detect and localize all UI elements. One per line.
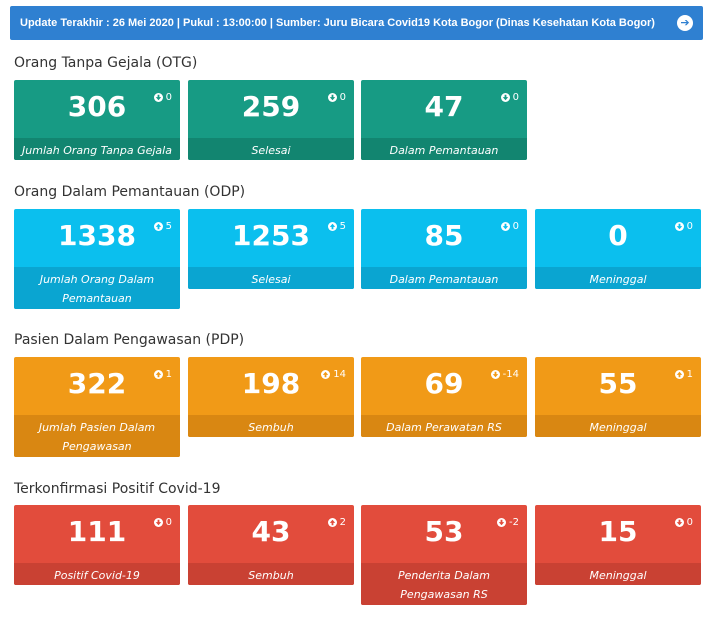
stat-label: Jumlah Orang Dalam Pemantauan (14, 267, 180, 309)
stat-delta-value: -14 (502, 369, 519, 380)
stat-delta-value: 5 (165, 221, 172, 232)
stat-card-otg-2: 259 0 Selesai (188, 80, 354, 160)
stat-card-positif-4: 15 0 Meninggal (535, 505, 701, 585)
stat-delta-value: 2 (339, 517, 346, 528)
stat-value: 322 (67, 367, 127, 400)
stat-delta: 1 (153, 369, 172, 380)
stat-card-pdp-3: 69 -14 Dalam Perawatan RS (361, 357, 527, 437)
stat-label: Positif Covid-19 (14, 563, 180, 585)
stat-delta: 0 (674, 221, 693, 232)
arrow-down-circle-icon (490, 370, 500, 379)
stat-card-pdp-1: 322 1 Jumlah Pasien Dalam Pengawasan (14, 357, 180, 457)
arrow-down-circle-icon (497, 518, 507, 527)
stat-delta-value: 0 (512, 92, 519, 103)
arrow-down-circle-icon (674, 518, 684, 527)
stat-value: 43 (251, 515, 291, 548)
stat-value: 55 (598, 367, 638, 400)
stat-card-positif-3: 53 -2 Penderita Dalam Pengawasan RS (361, 505, 527, 605)
arrow-down-circle-icon (153, 518, 163, 527)
stat-card-otg-3: 47 0 Dalam Pemantauan (361, 80, 527, 160)
stat-delta-value: 0 (339, 92, 346, 103)
stat-card-odp-3: 85 0 Dalam Pemantauan (361, 209, 527, 289)
stat-label: Jumlah Orang Tanpa Gejala (14, 138, 180, 160)
stat-label: Sembuh (188, 563, 354, 585)
stat-card-positif-1: 111 0 Positif Covid-19 (14, 505, 180, 585)
stat-card-pdp-2: 198 14 Sembuh (188, 357, 354, 437)
arrow-up-circle-icon (327, 222, 337, 231)
stat-label: Meninggal (535, 267, 701, 289)
arrow-down-circle-icon (500, 93, 510, 102)
stat-value: 259 (241, 90, 301, 123)
stat-delta: 0 (500, 92, 519, 103)
update-banner-text: Update Terakhir : 26 Mei 2020 | Pukul : … (20, 17, 655, 29)
arrow-up-circle-icon (327, 518, 337, 527)
stat-card-odp-1: 1338 5 Jumlah Orang Dalam Pemantauan (14, 209, 180, 309)
arrow-down-circle-icon (500, 222, 510, 231)
section-title-otg: Orang Tanpa Gejala (OTG) (14, 55, 198, 71)
stat-delta: 0 (153, 92, 172, 103)
stat-label: Selesai (188, 267, 354, 289)
stat-label: Meninggal (535, 563, 701, 585)
arrow-down-circle-icon (674, 222, 684, 231)
stat-value: 111 (67, 515, 127, 548)
stat-delta: -14 (490, 369, 519, 380)
stat-label: Jumlah Pasien Dalam Pengawasan (14, 415, 180, 457)
stat-card-odp-2: 1253 5 Selesai (188, 209, 354, 289)
stat-label: Meninggal (535, 415, 701, 437)
stat-card-positif-2: 43 2 Sembuh (188, 505, 354, 585)
stat-delta-value: 1 (165, 369, 172, 380)
stat-value: 306 (67, 90, 127, 123)
stat-delta: -2 (497, 517, 519, 528)
stat-delta: 2 (327, 517, 346, 528)
stat-value: 1338 (58, 219, 136, 252)
arrow-down-circle-icon (153, 93, 163, 102)
stat-label: Dalam Pemantauan (361, 138, 527, 160)
stat-delta-value: 0 (686, 221, 693, 232)
stat-delta-value: 1 (686, 369, 693, 380)
stat-delta-value: 5 (339, 221, 346, 232)
update-banner[interactable]: Update Terakhir : 26 Mei 2020 | Pukul : … (10, 6, 703, 40)
section-title-pdp: Pasien Dalam Pengawasan (PDP) (14, 332, 245, 348)
stat-delta-value: 0 (165, 517, 172, 528)
stat-value: 53 (424, 515, 464, 548)
arrow-up-circle-icon (153, 370, 163, 379)
arrow-up-circle-icon (674, 370, 684, 379)
stat-delta: 1 (674, 369, 693, 380)
section-title-odp: Orang Dalam Pemantauan (ODP) (14, 184, 246, 200)
stat-delta: 0 (674, 517, 693, 528)
stat-value: 15 (598, 515, 638, 548)
stat-delta-value: 14 (333, 369, 346, 380)
stat-value: 47 (424, 90, 464, 123)
stat-delta: 5 (327, 221, 346, 232)
stat-label: Dalam Pemantauan (361, 267, 527, 289)
stat-card-otg-1: 306 0 Jumlah Orang Tanpa Gejala (14, 80, 180, 160)
stat-label: Penderita Dalam Pengawasan RS (361, 563, 527, 605)
arrow-up-circle-icon (153, 222, 163, 231)
stat-value: 0 (608, 219, 628, 252)
stat-label: Selesai (188, 138, 354, 160)
stat-value: 69 (424, 367, 464, 400)
stat-label: Sembuh (188, 415, 354, 437)
stat-card-pdp-4: 55 1 Meninggal (535, 357, 701, 437)
stat-label: Dalam Perawatan RS (361, 415, 527, 437)
stat-value: 198 (241, 367, 301, 400)
stat-delta: 0 (327, 92, 346, 103)
stat-delta-value: 0 (165, 92, 172, 103)
stat-delta-value: 0 (512, 221, 519, 232)
arrow-up-circle-icon (321, 370, 331, 379)
stat-delta-value: -2 (509, 517, 519, 528)
section-title-positif: Terkonfirmasi Positif Covid-19 (14, 481, 221, 497)
stat-delta: 5 (153, 221, 172, 232)
stat-value: 85 (424, 219, 464, 252)
arrow-down-circle-icon (327, 93, 337, 102)
stat-delta-value: 0 (686, 517, 693, 528)
stat-delta: 0 (500, 221, 519, 232)
arrow-right-circle-icon[interactable]: ➔ (677, 15, 693, 31)
stat-value: 1253 (232, 219, 310, 252)
stat-card-odp-4: 0 0 Meninggal (535, 209, 701, 289)
stat-delta: 14 (321, 369, 346, 380)
stat-delta: 0 (153, 517, 172, 528)
